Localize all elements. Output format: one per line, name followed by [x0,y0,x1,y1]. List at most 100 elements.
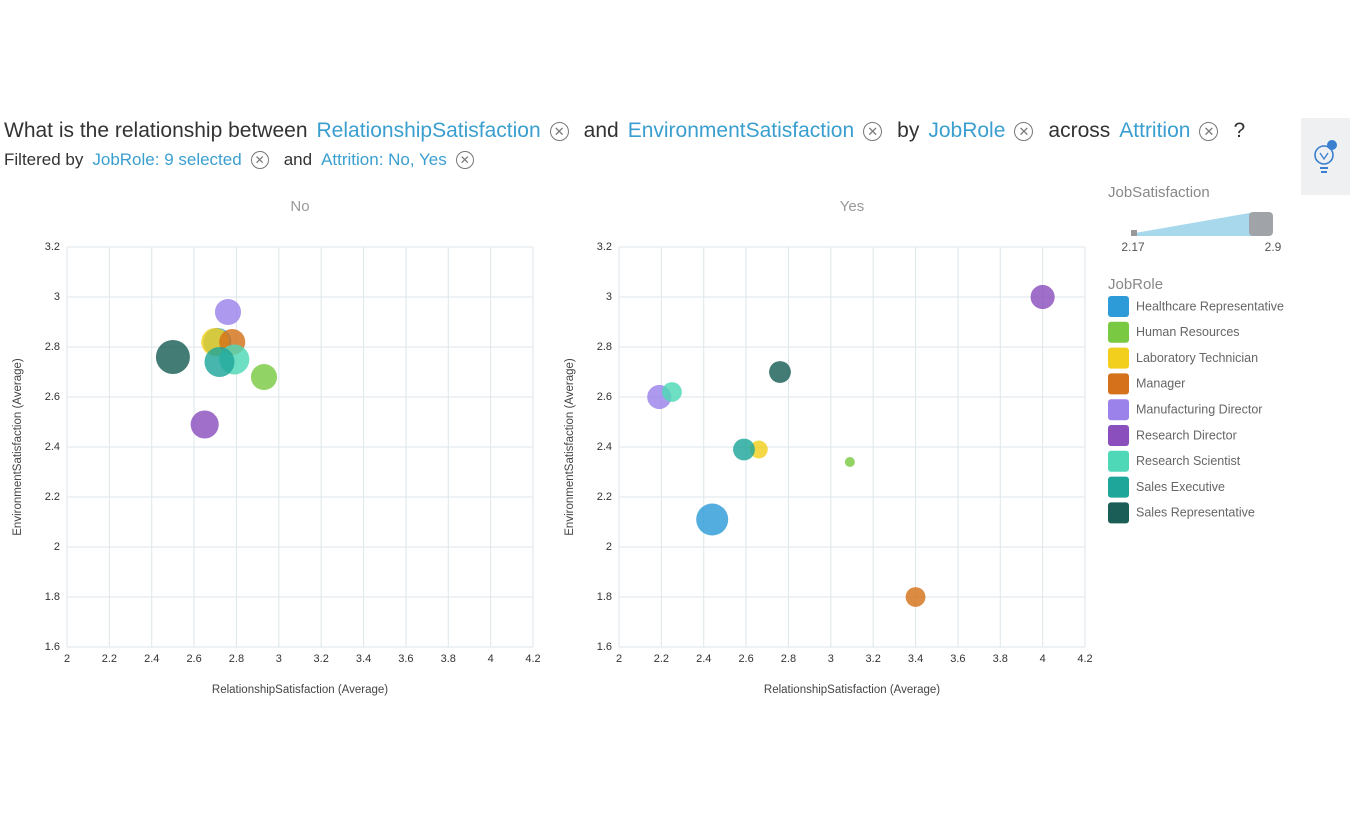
question-text: by [897,119,920,142]
y-tick-label: 3 [606,291,612,303]
legend-label: Laboratory Technician [1136,351,1258,365]
legend-swatch [1108,476,1129,498]
bubble [696,503,729,536]
bubble [905,587,926,607]
bubble [662,382,682,402]
x-tick-label: 2.6 [738,653,753,665]
legend-swatch [1108,425,1129,446]
y-tick-label: 1.6 [45,641,60,653]
legend-swatch [1108,399,1129,421]
legend-label: Research Director [1136,428,1237,442]
bubble [155,340,190,374]
y-tick-label: 2.8 [45,341,60,353]
question-text: What is the relationship between [4,119,308,142]
x-tick-label: 3.4 [356,653,371,665]
size-min-swatch [1131,230,1137,236]
y-tick-label: 2.4 [597,441,612,453]
chart-title: No [290,198,309,215]
x-tick-label: 2 [64,653,70,665]
y-tick-label: 1.8 [597,591,612,603]
filter-row: Filtered by JobRole: 9 selected ✕ and Att… [4,146,1245,174]
remove-icon[interactable]: ✕ [455,151,474,169]
bubble [204,346,235,378]
bubble [844,457,855,467]
field-chip[interactable]: RelationshipSatisfaction [316,119,541,142]
filter-text: Filtered by [4,150,84,169]
x-tick-label: 3 [276,653,282,665]
legend-label: Research Scientist [1136,454,1241,468]
question-text: ? [1233,119,1246,142]
legend-label: Healthcare Representative [1136,299,1284,313]
bubble [250,363,278,391]
y-tick-label: 3.2 [597,241,612,253]
y-tick-label: 2.2 [597,491,612,503]
x-tick-label: 3.8 [441,653,456,665]
y-tick-label: 3.2 [45,241,60,253]
x-tick-label: 2.4 [696,653,711,665]
x-tick-label: 2.8 [781,653,796,665]
remove-icon[interactable]: ✕ [863,121,883,141]
x-tick-label: 2 [616,653,622,665]
filter-chip[interactable]: JobRole: 9 selected [92,150,242,169]
x-tick-label: 4 [1040,653,1046,665]
remove-icon[interactable]: ✕ [250,151,269,169]
size-max-swatch [1249,212,1273,236]
bubble [769,361,791,383]
legend-swatch [1108,347,1129,369]
y-tick-label: 3 [54,291,60,303]
y-tick-label: 2.4 [45,441,60,453]
size-legend-title: JobSatisfaction [1108,184,1210,201]
bubble [749,440,768,459]
x-tick-label: 2.2 [654,653,669,665]
field-chip[interactable]: Attrition [1119,119,1191,142]
question-header: What is the relationship between Relatio… [4,116,1245,174]
x-tick-label: 2.6 [186,653,201,665]
x-tick-label: 3.2 [314,653,329,665]
remove-icon[interactable]: ✕ [549,121,569,141]
x-tick-label: 3 [828,653,834,665]
legend-label: Sales Executive [1136,480,1225,494]
x-tick-label: 3.4 [908,653,923,665]
bubble [733,438,755,461]
x-tick-label: 2.4 [144,653,159,665]
bubble [1030,284,1055,310]
legend-title: JobRole [1108,276,1163,293]
y-tick-label: 1.6 [597,641,612,653]
x-tick-label: 4 [488,653,494,665]
remove-icon[interactable]: ✕ [1199,121,1219,141]
x-tick-label: 2.2 [102,653,117,665]
legend-label: Manager [1136,377,1185,391]
y-tick-label: 2 [54,541,60,553]
x-tick-label: 3.2 [866,653,881,665]
y-tick-label: 2.8 [597,341,612,353]
y-tick-label: 2.2 [45,491,60,503]
legend-swatch [1108,373,1129,395]
filter-chip[interactable]: Attrition: No, Yes [321,150,447,169]
legend-swatch [1108,321,1129,343]
y-tick-label: 2.6 [597,391,612,403]
legend-swatch [1108,450,1129,472]
y-tick-label: 2.6 [45,391,60,403]
size-min-label: 2.17 [1121,240,1145,254]
x-axis-label: RelationshipSatisfaction (Average) [212,684,388,696]
chart-title: Yes [840,198,864,215]
x-tick-label: 4.2 [525,653,540,665]
x-tick-label: 3.6 [950,653,965,665]
field-chip[interactable]: JobRole [928,119,1006,142]
bubble [190,410,219,439]
x-tick-label: 2.8 [229,653,244,665]
legend-swatch [1108,296,1129,317]
y-axis-label: EnvironmentSatisfaction (Average) [564,358,576,536]
bulb-icon [1314,140,1337,173]
legend-swatch [1108,502,1129,524]
question-text: and [583,119,619,142]
filter-text: and [283,150,313,169]
insight-button[interactable] [1301,118,1350,195]
x-tick-label: 3.8 [993,653,1008,665]
field-chip[interactable]: EnvironmentSatisfaction [627,119,855,142]
remove-icon[interactable]: ✕ [1014,121,1034,141]
bubble [214,298,242,326]
y-tick-label: 2 [606,541,612,553]
